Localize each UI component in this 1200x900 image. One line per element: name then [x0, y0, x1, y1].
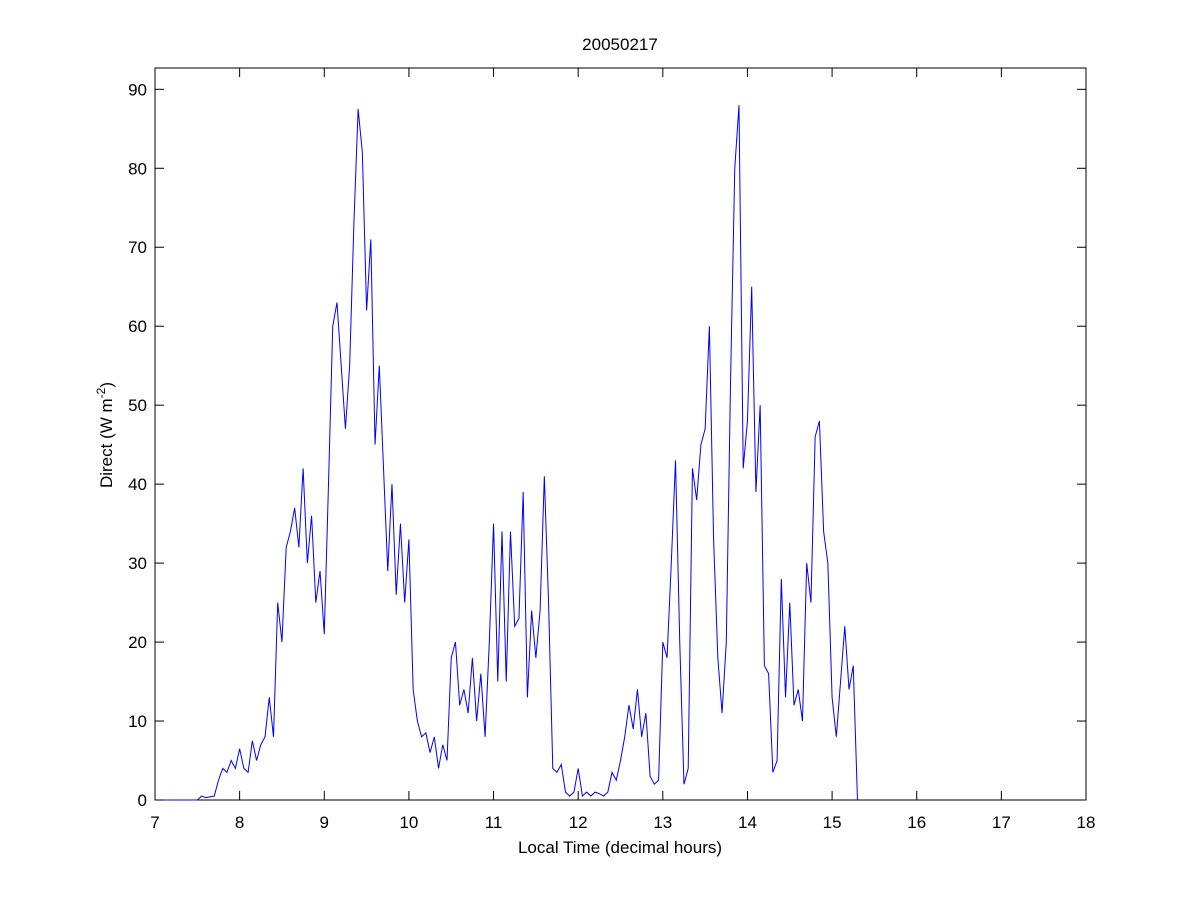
x-tick-label: 13: [653, 813, 672, 832]
y-axis-label: Direct (W m-2): [94, 382, 116, 488]
x-tick-label: 9: [320, 813, 329, 832]
y-axis-label-text: Direct (W m: [97, 398, 116, 488]
x-axis-label: Local Time (decimal hours): [518, 838, 722, 857]
x-tick-label: 12: [569, 813, 588, 832]
x-tick-label: 16: [907, 813, 926, 832]
y-tick-label: 80: [128, 159, 147, 178]
y-tick-label: 30: [128, 554, 147, 573]
plot-area: [154, 67, 1087, 801]
y-axis-label-text: ): [97, 382, 116, 388]
data-line: [163, 105, 858, 801]
y-tick-label: 20: [128, 633, 147, 652]
x-tick-label: 15: [823, 813, 842, 832]
y-tick-label: 70: [128, 238, 147, 257]
y-axis-label-superscript: -2: [94, 387, 108, 398]
x-tick-label: 11: [485, 813, 503, 832]
x-tick-label: 7: [150, 813, 159, 832]
x-tick-label: 8: [235, 813, 244, 832]
x-tick-label: 10: [399, 813, 418, 832]
y-tick-label: 10: [128, 712, 147, 731]
x-tick-label: 17: [992, 813, 1011, 832]
x-tick-label: 14: [738, 813, 757, 832]
chart-title: 20050217: [582, 35, 658, 54]
y-tick-label: 90: [128, 80, 147, 99]
y-tick-label: 50: [128, 396, 147, 415]
y-tick-label: 60: [128, 317, 147, 336]
y-tick-label: 0: [138, 791, 147, 810]
y-tick-label: 40: [128, 475, 147, 494]
x-tick-label: 18: [1077, 813, 1096, 832]
